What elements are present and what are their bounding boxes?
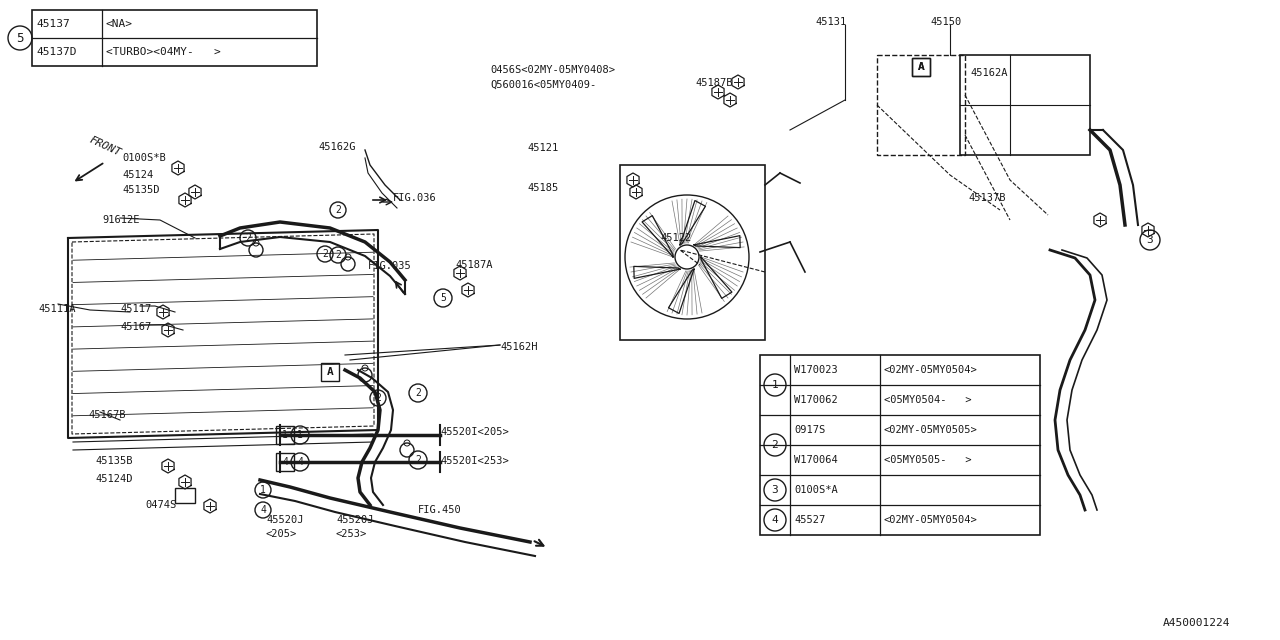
Text: <02MY-05MY0504>: <02MY-05MY0504> xyxy=(884,515,978,525)
Text: 0474S: 0474S xyxy=(145,500,177,510)
Text: <05MY0505-   >: <05MY0505- > xyxy=(884,455,972,465)
Text: FIG.035: FIG.035 xyxy=(369,261,412,271)
Text: 45137B: 45137B xyxy=(968,193,1006,203)
Text: W170023: W170023 xyxy=(794,365,837,375)
Text: 2: 2 xyxy=(772,440,778,450)
Bar xyxy=(911,58,931,76)
Text: 91612E: 91612E xyxy=(102,215,140,225)
Text: 45135D: 45135D xyxy=(122,185,160,195)
Text: <205>: <205> xyxy=(266,529,297,539)
Text: A: A xyxy=(326,367,333,377)
Text: 0100S*B: 0100S*B xyxy=(122,153,165,163)
Text: 4: 4 xyxy=(772,515,778,525)
Text: 45131: 45131 xyxy=(815,17,846,27)
Text: 45124D: 45124D xyxy=(95,474,133,484)
Text: 45162H: 45162H xyxy=(500,342,538,352)
Text: 3: 3 xyxy=(772,485,778,495)
Text: 45137D: 45137D xyxy=(36,47,77,57)
Text: 45137: 45137 xyxy=(36,19,69,29)
Text: 1: 1 xyxy=(772,380,778,390)
Text: 45187B: 45187B xyxy=(695,78,732,88)
Text: Q560016<05MY0409-: Q560016<05MY0409- xyxy=(490,80,596,90)
Text: 2: 2 xyxy=(415,388,421,398)
Text: <05MY0504-   >: <05MY0504- > xyxy=(884,395,972,405)
Bar xyxy=(276,426,294,444)
Bar xyxy=(620,165,765,340)
Text: 4: 4 xyxy=(282,457,288,467)
Bar xyxy=(960,55,1091,155)
Text: 3: 3 xyxy=(1147,235,1153,245)
Text: A: A xyxy=(918,62,924,72)
Bar xyxy=(877,55,965,155)
Text: 45167: 45167 xyxy=(120,322,151,332)
Bar xyxy=(175,488,195,503)
Text: 45124: 45124 xyxy=(122,170,154,180)
Text: 45167B: 45167B xyxy=(88,410,125,420)
Text: A450001224: A450001224 xyxy=(1162,618,1230,628)
Text: 45150: 45150 xyxy=(931,17,961,27)
Text: 45162A: 45162A xyxy=(970,68,1007,78)
Text: 45122: 45122 xyxy=(660,233,691,243)
Text: 45520J: 45520J xyxy=(266,515,303,525)
Text: <TURBO><04MY-   >: <TURBO><04MY- > xyxy=(106,47,220,57)
Text: W170062: W170062 xyxy=(794,395,837,405)
Bar xyxy=(32,10,317,66)
Text: <NA>: <NA> xyxy=(106,19,133,29)
Bar xyxy=(911,58,931,76)
Text: 0100S*A: 0100S*A xyxy=(794,485,837,495)
Text: 2: 2 xyxy=(335,250,340,260)
Text: 45187A: 45187A xyxy=(454,260,493,270)
Text: 45527: 45527 xyxy=(794,515,826,525)
Text: <02MY-05MY0504>: <02MY-05MY0504> xyxy=(884,365,978,375)
Text: 45135B: 45135B xyxy=(95,456,133,466)
Text: 5: 5 xyxy=(440,293,445,303)
Text: 45117: 45117 xyxy=(120,304,151,314)
Text: A: A xyxy=(918,62,924,72)
Text: 2: 2 xyxy=(335,205,340,215)
Text: 45520I<253>: 45520I<253> xyxy=(440,456,508,466)
Text: FRONT: FRONT xyxy=(88,134,123,158)
Text: <02MY-05MY0505>: <02MY-05MY0505> xyxy=(884,425,978,435)
Bar xyxy=(321,363,339,381)
Text: W170064: W170064 xyxy=(794,455,837,465)
Text: 5: 5 xyxy=(17,31,24,45)
Text: FIG.450: FIG.450 xyxy=(419,505,462,515)
Text: 2: 2 xyxy=(244,233,251,243)
Text: 45520I<205>: 45520I<205> xyxy=(440,427,508,437)
Bar xyxy=(760,355,1039,535)
Bar xyxy=(276,453,294,471)
Text: 45121: 45121 xyxy=(527,143,558,153)
Text: 1: 1 xyxy=(260,485,266,495)
Text: 1: 1 xyxy=(282,430,288,440)
Text: 0456S<02MY-05MY0408>: 0456S<02MY-05MY0408> xyxy=(490,65,614,75)
Text: FIG.036: FIG.036 xyxy=(393,193,436,203)
Text: 4: 4 xyxy=(297,457,303,467)
Text: 45185: 45185 xyxy=(527,183,558,193)
Text: <253>: <253> xyxy=(335,529,367,539)
Text: 2: 2 xyxy=(415,455,421,465)
Text: 45111A: 45111A xyxy=(38,304,76,314)
Text: 1: 1 xyxy=(297,430,303,440)
Text: 2: 2 xyxy=(323,249,328,259)
Text: 4: 4 xyxy=(260,505,266,515)
Text: 45162G: 45162G xyxy=(317,142,356,152)
Text: 2: 2 xyxy=(375,393,381,403)
Text: 0917S: 0917S xyxy=(794,425,826,435)
Text: 45520J: 45520J xyxy=(335,515,374,525)
